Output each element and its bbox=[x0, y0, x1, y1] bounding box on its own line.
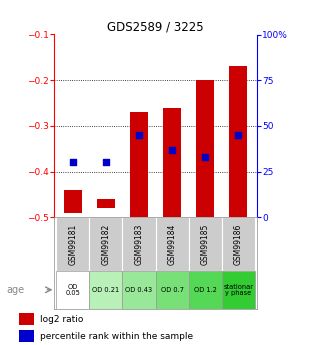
Bar bbox=[19, 313, 34, 325]
Point bbox=[137, 132, 142, 138]
Text: age: age bbox=[6, 286, 24, 295]
Bar bbox=[122, 217, 156, 271]
Bar bbox=[19, 330, 34, 342]
Text: OD 0.21: OD 0.21 bbox=[92, 287, 119, 293]
Point bbox=[236, 132, 241, 138]
Point bbox=[103, 160, 108, 165]
Point bbox=[203, 154, 208, 160]
Bar bbox=[89, 217, 122, 271]
Bar bbox=[229, 67, 248, 217]
Bar bbox=[222, 271, 255, 309]
Text: OD
0.05: OD 0.05 bbox=[65, 284, 80, 296]
Text: OD 1.2: OD 1.2 bbox=[194, 287, 217, 293]
Bar bbox=[130, 112, 148, 217]
Text: GSM99182: GSM99182 bbox=[101, 224, 110, 265]
Text: GSM99184: GSM99184 bbox=[168, 224, 177, 265]
Bar bbox=[222, 217, 255, 271]
Bar bbox=[56, 217, 89, 271]
Bar bbox=[89, 271, 122, 309]
Bar bbox=[163, 108, 181, 217]
Text: log2 ratio: log2 ratio bbox=[39, 315, 83, 324]
Text: stationar
y phase: stationar y phase bbox=[223, 284, 253, 296]
Point bbox=[169, 147, 174, 152]
Text: GSM99186: GSM99186 bbox=[234, 224, 243, 265]
Bar bbox=[122, 271, 156, 309]
Bar bbox=[156, 271, 189, 309]
Text: OD 0.7: OD 0.7 bbox=[160, 287, 183, 293]
Text: GSM99183: GSM99183 bbox=[134, 224, 143, 265]
Bar bbox=[196, 80, 214, 217]
Bar bbox=[156, 217, 189, 271]
Bar bbox=[189, 217, 222, 271]
Bar bbox=[189, 271, 222, 309]
Text: OD 0.43: OD 0.43 bbox=[125, 287, 152, 293]
Text: percentile rank within the sample: percentile rank within the sample bbox=[39, 332, 193, 341]
Bar bbox=[63, 190, 82, 213]
Text: GSM99185: GSM99185 bbox=[201, 224, 210, 265]
Bar bbox=[56, 271, 89, 309]
Bar bbox=[97, 199, 115, 208]
Title: GDS2589 / 3225: GDS2589 / 3225 bbox=[107, 20, 204, 33]
Text: GSM99181: GSM99181 bbox=[68, 224, 77, 265]
Point bbox=[70, 160, 75, 165]
